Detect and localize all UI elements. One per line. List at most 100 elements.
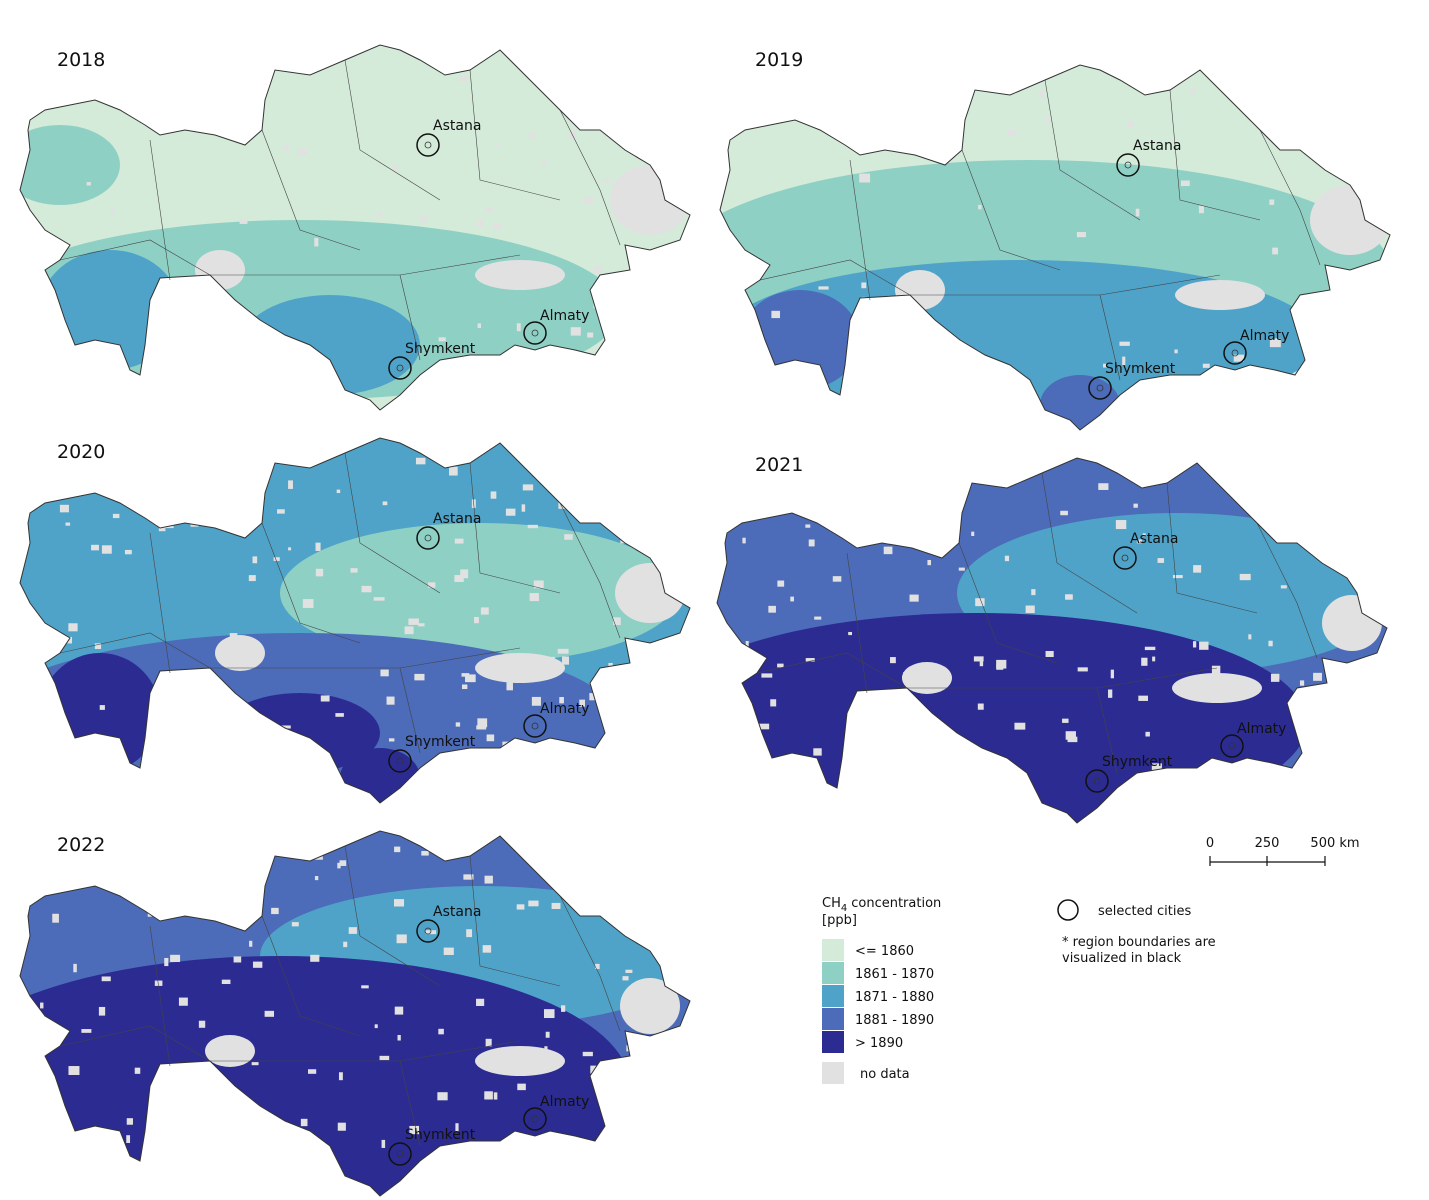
no-data-speck xyxy=(1157,558,1165,563)
no-data-speck xyxy=(528,900,539,907)
no-data-speck xyxy=(229,633,238,640)
no-data-speck xyxy=(315,568,324,577)
no-data-speck xyxy=(288,480,293,489)
no-data-speck xyxy=(637,126,646,130)
no-data-speck xyxy=(101,976,111,982)
legend: CH4 concentration [ppb] <= 1860 1861 - 1870 1… xyxy=(822,896,1216,1084)
no-data-speck xyxy=(415,457,426,465)
no-data-speck xyxy=(612,469,617,475)
legend-swatch xyxy=(822,1062,844,1084)
no-data-speck xyxy=(94,643,102,650)
no-data-speck xyxy=(814,616,822,620)
no-data-speck xyxy=(461,684,468,690)
no-data-speck xyxy=(166,1132,171,1138)
no-data-speck xyxy=(1199,641,1209,650)
no-data-speck xyxy=(1077,667,1088,672)
no-data-speck xyxy=(337,1122,346,1131)
region-boundary xyxy=(1099,294,1121,381)
no-data-speck xyxy=(613,617,621,626)
region-boundary xyxy=(961,149,1061,271)
city-dot xyxy=(1124,161,1132,169)
no-data-speck xyxy=(890,657,896,664)
no-data-speck xyxy=(463,874,474,880)
no-data-speck xyxy=(561,466,571,472)
legend-label: 1861 - 1870 xyxy=(855,967,934,982)
region-boundary xyxy=(559,895,621,1032)
no-data-speck xyxy=(1138,695,1148,701)
region-boundary xyxy=(399,1060,421,1147)
region-boundary xyxy=(344,845,441,987)
no-data-speck xyxy=(1008,129,1017,136)
concentration-raster xyxy=(20,438,690,803)
city-label: Shymkent xyxy=(405,341,476,357)
city-marker xyxy=(523,1107,547,1131)
raster-zone xyxy=(20,125,120,205)
no-data-speck xyxy=(408,618,419,625)
map-panel: Astana Almaty Shymkent xyxy=(19,44,691,411)
no-data-speck xyxy=(1198,205,1204,214)
no-data-speck xyxy=(585,76,592,82)
no-data-speck xyxy=(521,504,526,512)
no-data-speck xyxy=(493,222,502,230)
raster-zone xyxy=(1322,595,1382,651)
no-data-speck xyxy=(339,860,347,866)
no-data-speck xyxy=(979,661,984,667)
no-data-speck xyxy=(52,913,59,923)
no-data-speck xyxy=(249,940,253,947)
no-data-speck xyxy=(1236,479,1247,487)
no-data-speck xyxy=(198,1020,206,1028)
no-data-speck xyxy=(40,336,46,341)
region-boundary xyxy=(846,552,868,694)
no-data-speck xyxy=(595,963,600,970)
no-data-speck xyxy=(454,575,464,582)
no-data-speck xyxy=(542,159,547,165)
legend-swatch xyxy=(822,939,844,961)
no-data-speck xyxy=(977,703,984,710)
no-data-speck xyxy=(1152,656,1156,662)
city-marker xyxy=(388,749,412,773)
no-data-speck xyxy=(394,846,401,853)
no-data-speck xyxy=(557,648,569,654)
no-data-speck xyxy=(1263,488,1269,495)
region-boundary xyxy=(1166,482,1258,614)
no-data-speck xyxy=(1141,657,1148,666)
no-data-speck xyxy=(529,593,539,602)
no-data-speck xyxy=(544,1046,548,1051)
no-data-speck xyxy=(338,1072,343,1081)
no-data-speck xyxy=(374,1024,378,1029)
scale-label: 500 km xyxy=(1310,836,1359,851)
no-data-speck xyxy=(1025,605,1035,614)
no-data-speck xyxy=(1272,247,1279,255)
panel-year: 2020 xyxy=(57,441,105,463)
no-data-speck xyxy=(124,549,132,555)
no-data-speck xyxy=(1045,650,1054,657)
no-data-speck xyxy=(485,1038,492,1047)
no-data-speck xyxy=(941,534,950,539)
no-data-speck xyxy=(158,525,166,532)
city-marker xyxy=(523,714,547,738)
no-data-speck xyxy=(545,1031,550,1038)
no-data-speck xyxy=(1315,87,1325,95)
city-dot xyxy=(396,1150,404,1158)
no-data-speck xyxy=(484,875,493,884)
city-dot xyxy=(396,757,404,765)
no-data-speck xyxy=(394,1006,404,1015)
no-data-speck xyxy=(1174,349,1178,354)
no-data-speck xyxy=(476,725,487,730)
no-data-speck xyxy=(43,1135,53,1144)
no-data-speck xyxy=(248,575,256,582)
raster-zone xyxy=(195,250,245,290)
no-data-speck xyxy=(277,509,285,514)
no-data-speck xyxy=(1031,589,1036,596)
region-boundary xyxy=(149,532,171,674)
city-marker xyxy=(523,321,547,345)
no-data-speck xyxy=(273,557,280,561)
no-data-speck xyxy=(978,204,982,210)
no-data-speck xyxy=(81,1029,92,1033)
raster-zone xyxy=(740,290,860,390)
no-data-speck xyxy=(291,922,299,927)
no-data-speck xyxy=(437,1092,448,1101)
no-data-speck xyxy=(252,556,258,564)
no-data-speck xyxy=(583,197,594,205)
